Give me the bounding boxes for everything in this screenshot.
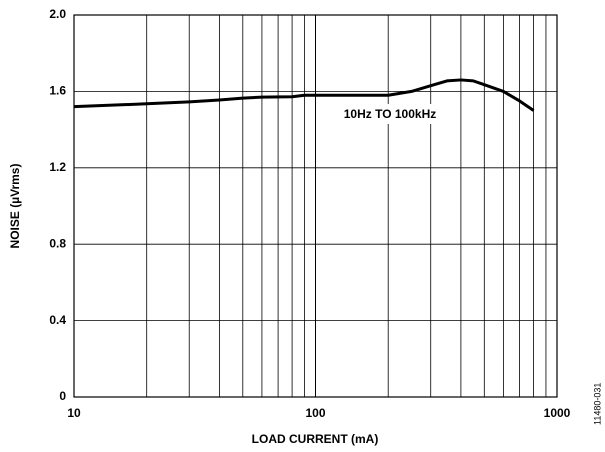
- data-line: [73, 78, 535, 112]
- x-tick-label: 10: [67, 406, 81, 420]
- x-tick-label: 100: [305, 406, 325, 420]
- y-tick-label: 0: [59, 389, 66, 403]
- annotation-bg: [325, 104, 455, 124]
- y-tick-label: 2.0: [49, 7, 66, 21]
- plot-frame: [73, 14, 558, 398]
- y-tick-label: 1.6: [49, 84, 66, 98]
- y-axis-label: NOISE (µVrms): [8, 164, 22, 249]
- y-tick-label: 1.2: [49, 160, 66, 174]
- x-tick-label: 1000: [544, 406, 571, 420]
- y-tick-label: 0.8: [49, 236, 66, 250]
- x-axis-label: LOAD CURRENT (mA): [252, 432, 379, 446]
- annotation: 10Hz TO 100kHz: [344, 107, 437, 121]
- figure-id: 11480-031: [592, 383, 602, 425]
- y-tick-label: 0.4: [49, 313, 66, 327]
